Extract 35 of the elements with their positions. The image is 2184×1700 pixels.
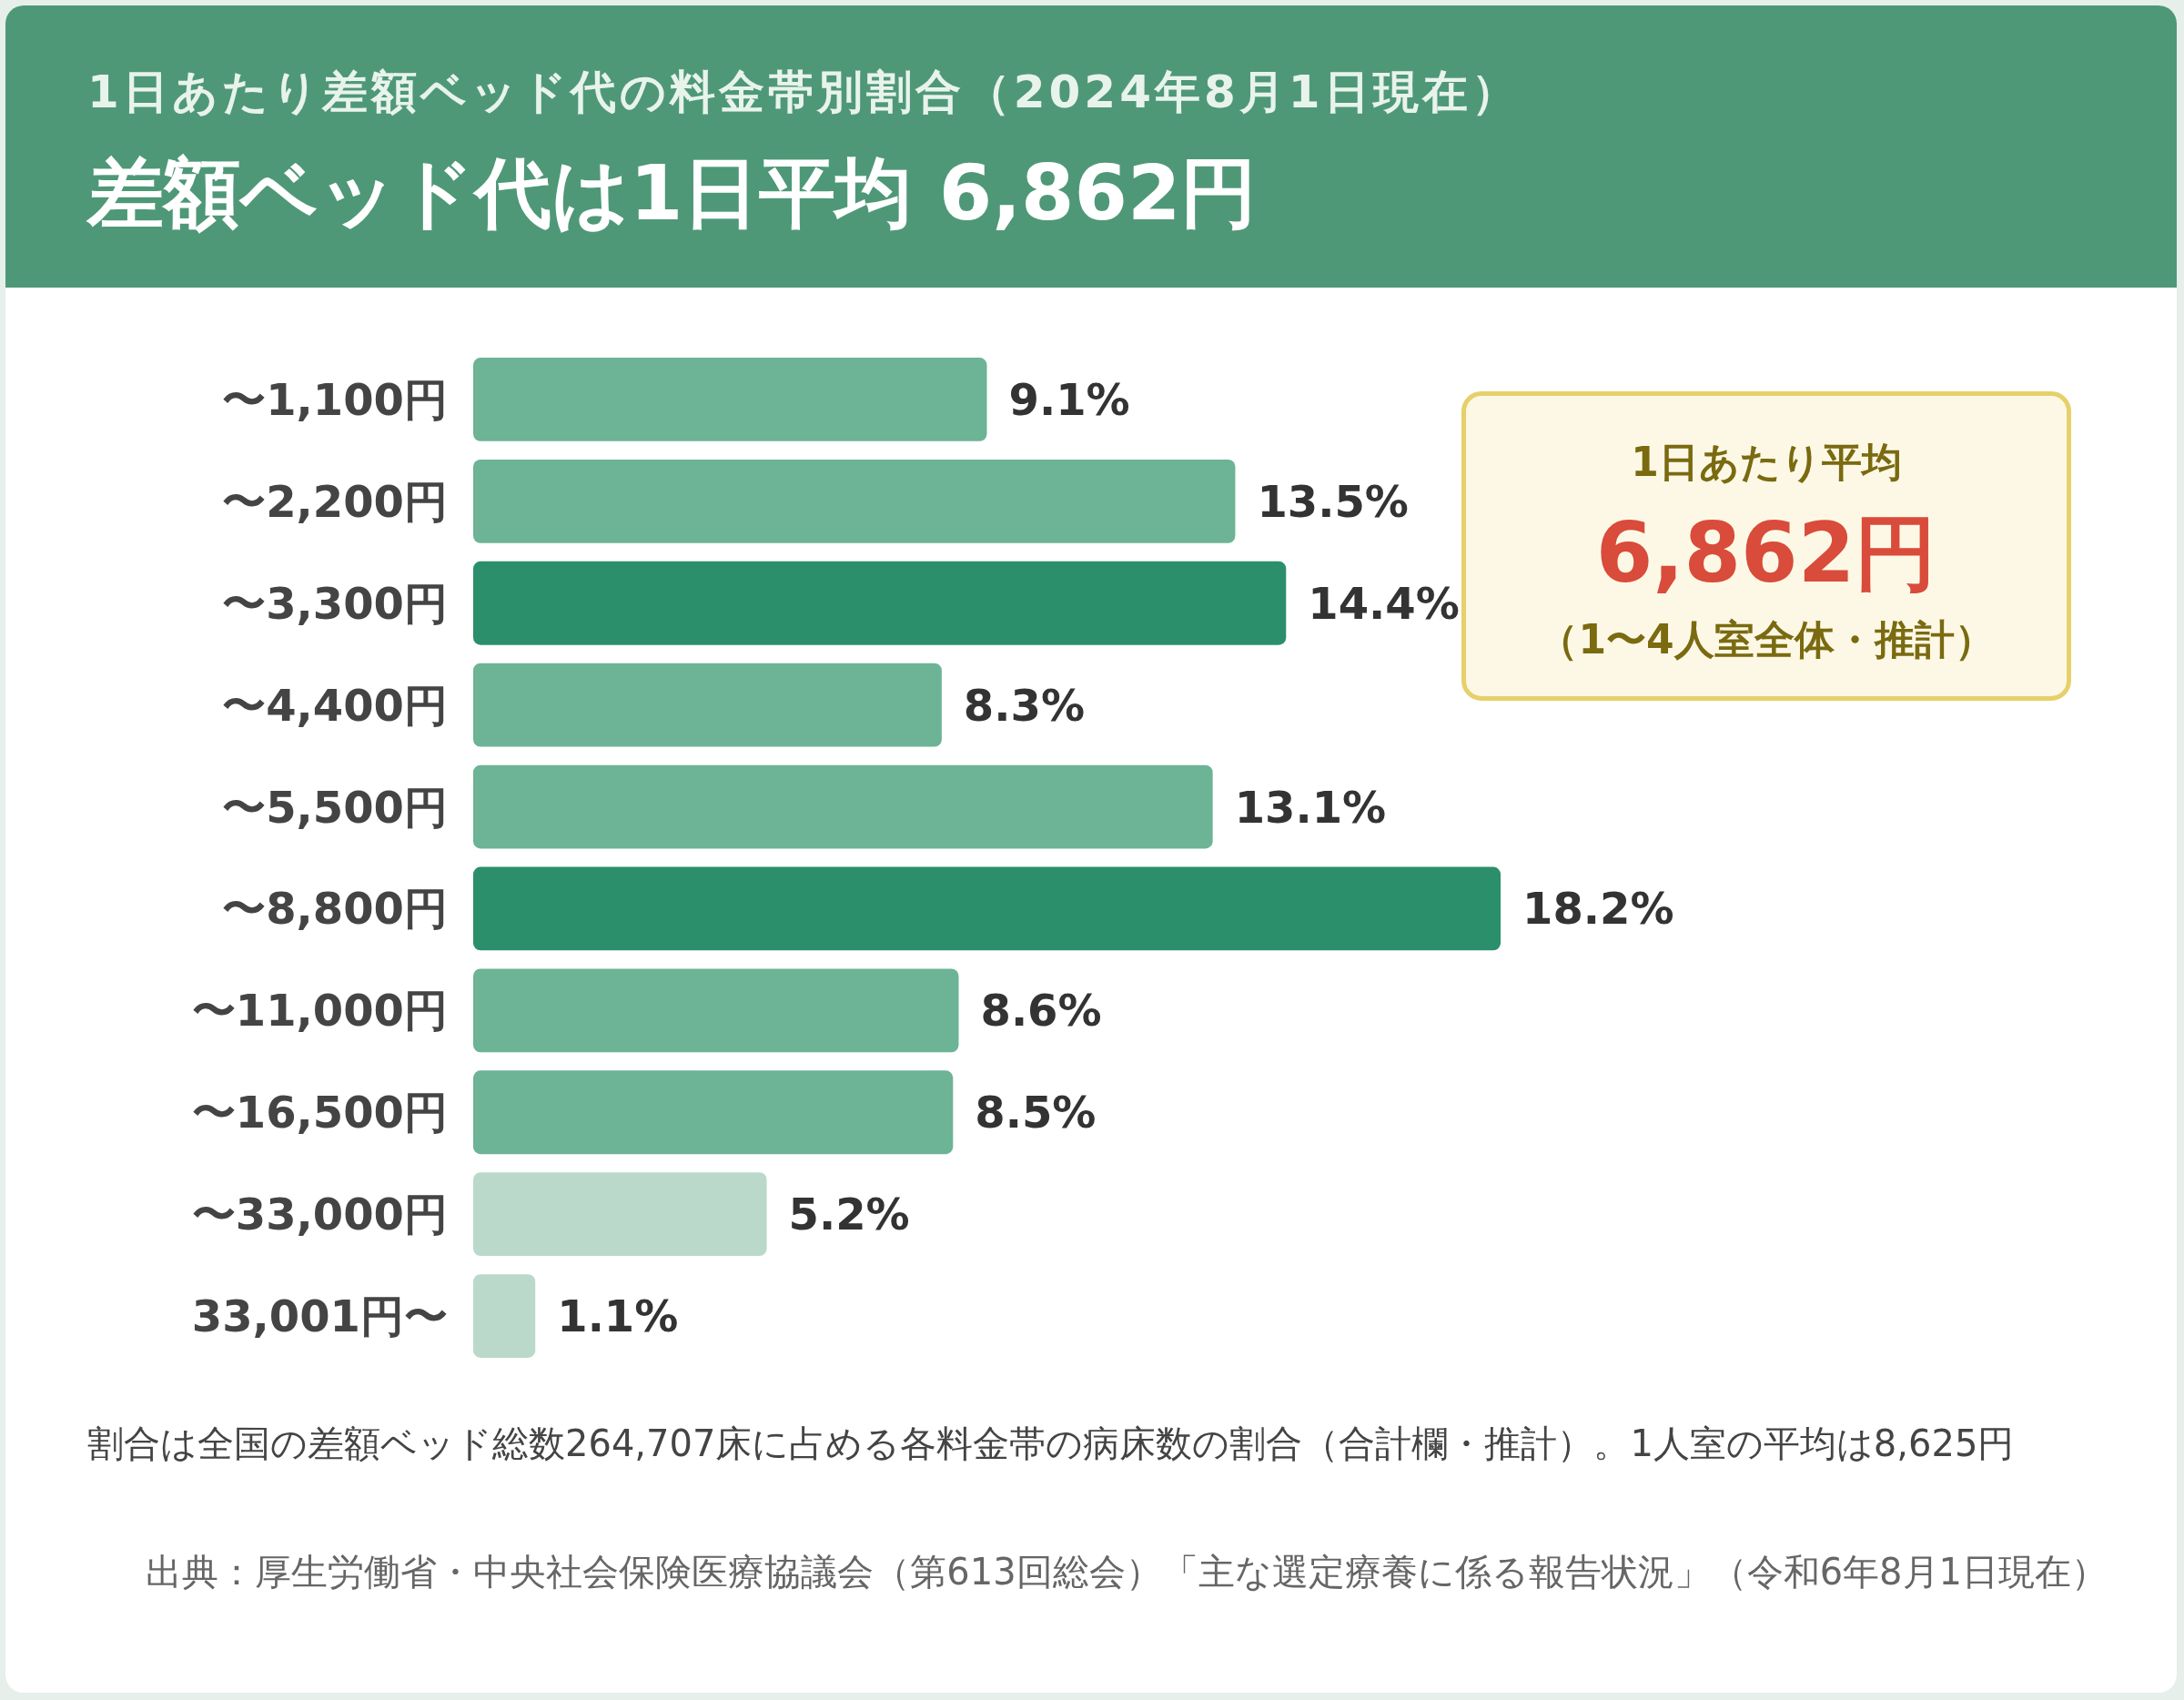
bar [473, 663, 942, 747]
data-label: 8.5% [975, 1087, 1097, 1138]
text: 割合は全国の差額ベッド総数264,707床に占める各料金帯の病床数の割合（合計欄・推計）。1人室の平均は8,625円 [87, 1422, 2016, 1466]
data-label: 13.1% [1234, 781, 1387, 833]
data-label: 14.4% [1308, 577, 1460, 629]
y-tick-label: 33,001円〜 [191, 1290, 448, 1342]
bar [473, 561, 1287, 645]
bar [473, 358, 987, 441]
y-tick-label: 〜2,200円 [222, 475, 448, 527]
callout-box: 1日あたり平均 6,862円 （1〜4人室全体・推計） [1461, 391, 2071, 701]
data-label: 9.1% [1008, 373, 1130, 425]
data-label: 18.2% [1522, 883, 1674, 935]
bar [473, 866, 1501, 951]
bar [473, 764, 1213, 849]
bar [473, 1172, 767, 1257]
chart-title: 1日あたり差額ベッド代の料金帯別割合（2024年8月1日現在） [87, 65, 1521, 120]
y-tick-label: 〜5,500円 [222, 781, 448, 833]
y-tick-label: 〜8,800円 [222, 883, 448, 935]
y-tick-label: 〜11,000円 [191, 985, 448, 1037]
bar [473, 1274, 536, 1358]
data-label: 8.3% [963, 679, 1085, 731]
data-label: 5.2% [788, 1189, 910, 1240]
chart-subtitle: 差額ベッド代は1日平均 6,862円 [87, 147, 1258, 239]
bar [473, 1070, 954, 1155]
source-note: 出典：厚生労働省・中央社会保険医療協議会（第613回総会）「主な選定療養に係る報告状況」（令和6年8月1日現在） [145, 1550, 2108, 1594]
data-label: 13.5% [1257, 475, 1409, 527]
bar [473, 968, 959, 1053]
bar [473, 459, 1236, 543]
y-tick-label: 〜4,400円 [222, 679, 448, 731]
data-label: 8.6% [980, 985, 1102, 1037]
y-tick-label: 〜33,000円 [191, 1189, 448, 1240]
y-tick-label: 〜3,300円 [222, 577, 448, 629]
y-tick-label: 〜1,100円 [222, 373, 448, 425]
y-tick-label: 〜16,500円 [191, 1087, 448, 1138]
data-label: 1.1% [557, 1290, 679, 1342]
